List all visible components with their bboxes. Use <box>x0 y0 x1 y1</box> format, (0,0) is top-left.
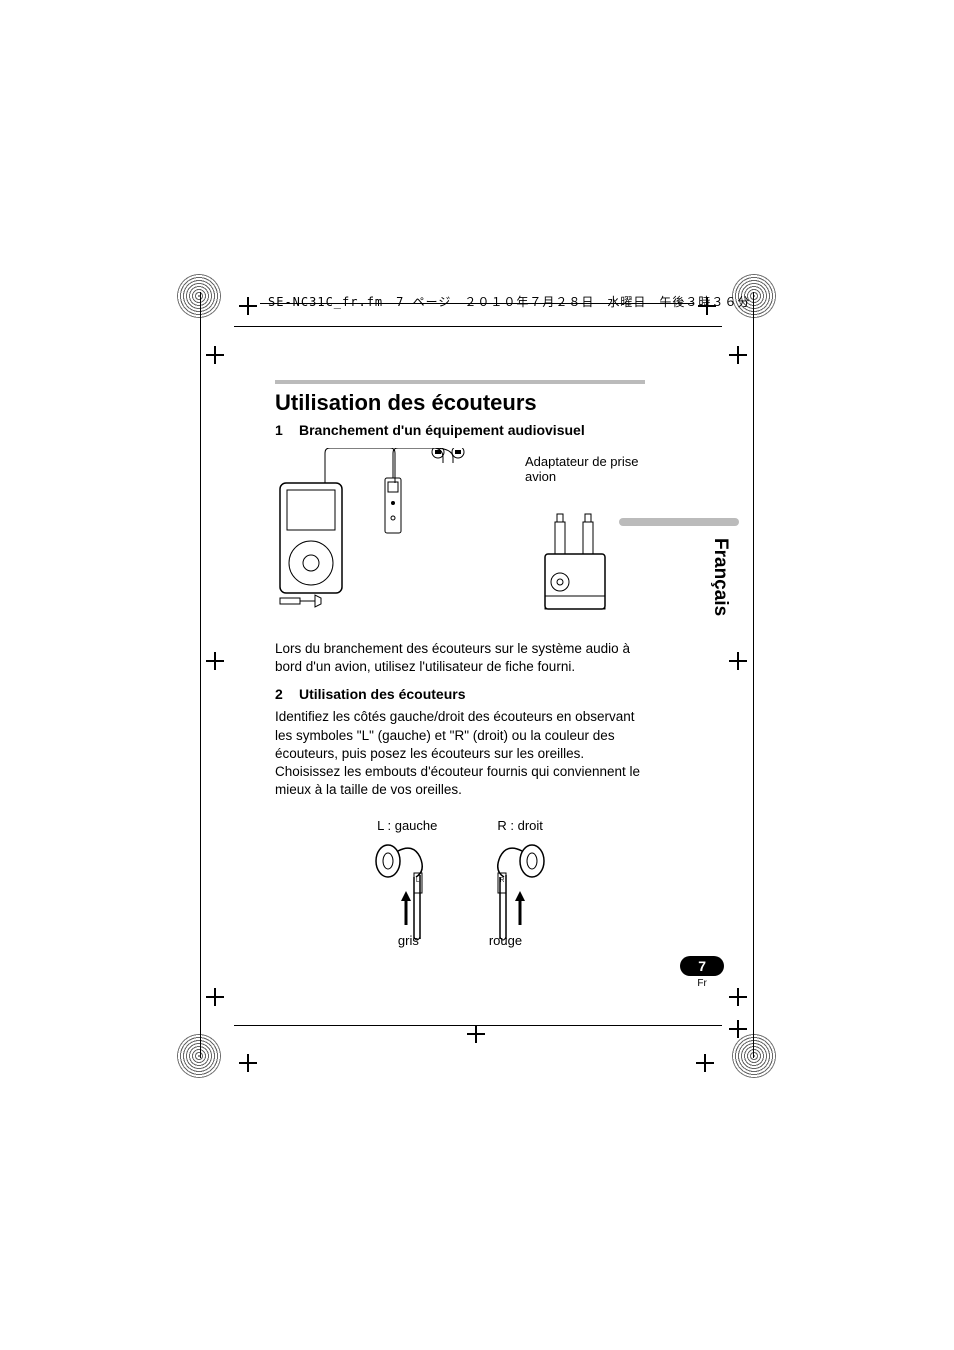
left-earbud-illustration: L <box>370 837 440 947</box>
header-text: SE-NC31C_fr.fm 7 ページ ２０１０年７月２８日 水曜日 午後３時… <box>268 293 750 310</box>
content-column: Utilisation des écouteurs 1 Branchement … <box>275 380 645 948</box>
step1-body: Lors du branchement des écouteurs sur le… <box>275 640 645 676</box>
earbud-illustration-row: L R <box>275 837 645 947</box>
player-earbuds-illustration <box>275 448 495 618</box>
page-number: 7 <box>680 956 724 976</box>
right-earbud-illustration: R <box>480 837 550 947</box>
section-title: Utilisation des écouteurs <box>275 390 645 416</box>
page-badge: 7 Fr <box>680 956 724 989</box>
svg-text:R: R <box>500 878 505 884</box>
step1-heading: 1 Branchement d'un équipement audiovisue… <box>275 422 645 438</box>
airline-adapter-illustration <box>525 504 625 624</box>
step2-number: 2 <box>275 686 285 702</box>
page-lang-code: Fr <box>680 978 724 989</box>
left-label: L : gauche <box>377 818 437 833</box>
adapter-caption: Adaptateur de prise avion <box>525 454 645 484</box>
right-color-label: rouge <box>489 933 522 948</box>
earbud-color-labels: gris rouge <box>275 933 645 948</box>
step2-heading: 2 Utilisation des écouteurs <box>275 686 645 702</box>
step2-title: Utilisation des écouteurs <box>299 686 465 702</box>
section-rule <box>275 380 645 384</box>
step1-number: 1 <box>275 422 285 438</box>
lr-labels: L : gauche R : droit <box>275 818 645 833</box>
illustration-row-1: Adaptateur de prise avion <box>275 448 645 624</box>
left-color-label: gris <box>398 933 419 948</box>
step2-body: Identifiez les côtés gauche/droit des éc… <box>275 708 645 799</box>
step1-title: Branchement d'un équipement audiovisuel <box>299 422 585 438</box>
right-label: R : droit <box>497 818 543 833</box>
language-label: Français <box>709 538 731 616</box>
